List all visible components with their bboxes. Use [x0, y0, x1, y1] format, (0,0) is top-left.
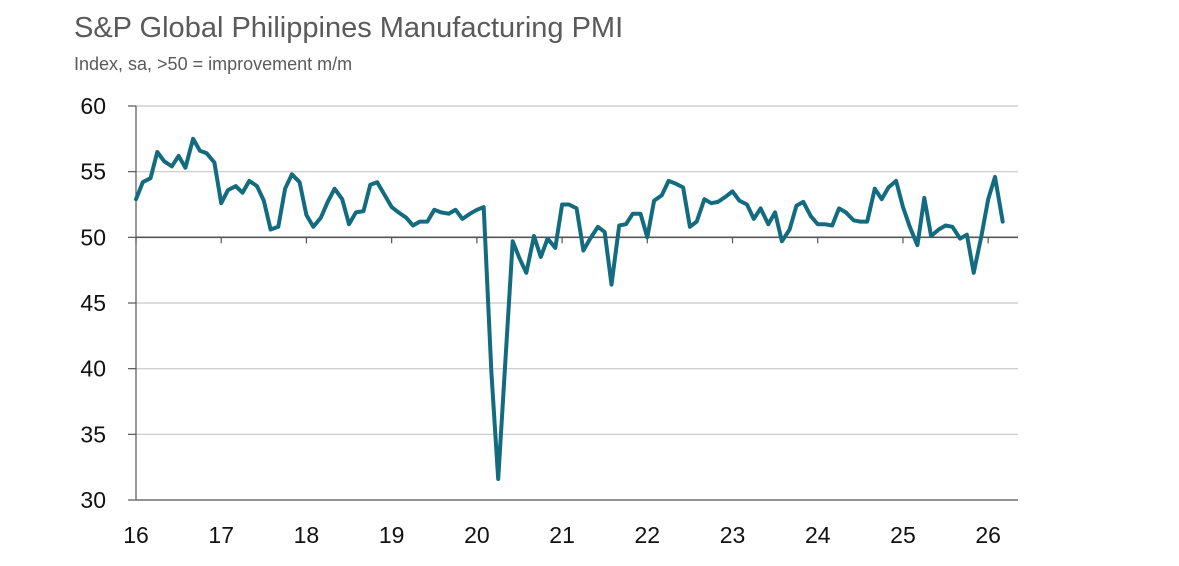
- x-tick-label: 20: [464, 522, 490, 548]
- x-tick-label: 17: [208, 522, 234, 548]
- x-tick-label: 23: [720, 522, 746, 548]
- y-tick-label: 45: [80, 290, 106, 316]
- x-tick-label: 22: [635, 522, 661, 548]
- axes: [128, 105, 1018, 501]
- chart-subtitle: Index, sa, >50 = improvement m/m: [74, 54, 353, 74]
- gridlines: [136, 105, 1018, 435]
- y-tick-label: 55: [80, 159, 106, 185]
- x-tick-labels: 16 17 18 19 20 21 22 23 24 25 26: [123, 522, 1001, 548]
- x-tick-label: 19: [379, 522, 405, 548]
- y-tick-label: 30: [80, 487, 106, 513]
- y-tick-label: 60: [80, 93, 106, 119]
- series: [134, 136, 1005, 481]
- chart-title: S&P Global Philippines Manufacturing PMI: [74, 12, 624, 44]
- y-tick-label: 35: [80, 421, 106, 447]
- y-tick-label: 40: [80, 356, 106, 382]
- x-tick-label: 24: [805, 522, 831, 548]
- x-tick-label: 21: [549, 522, 575, 548]
- y-tick-labels: 30 35 40 45 50 55 60: [80, 93, 106, 513]
- x-tick-label: 25: [890, 522, 916, 548]
- x-tick-label: 18: [294, 522, 320, 548]
- x-tick-label: 26: [975, 522, 1001, 548]
- x-tick-label: 16: [123, 522, 149, 548]
- y-tick-label: 50: [80, 224, 106, 250]
- series-line-pmi: [134, 136, 1005, 481]
